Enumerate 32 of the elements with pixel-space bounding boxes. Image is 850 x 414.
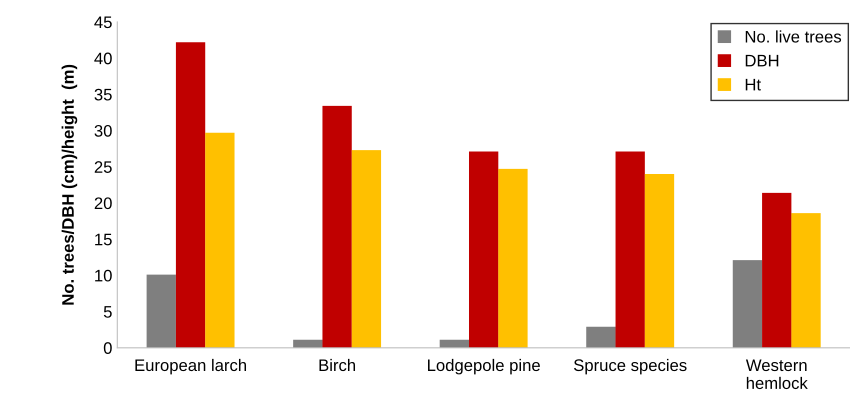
bar: [586, 326, 616, 348]
bar: [616, 152, 645, 348]
bar: [732, 260, 762, 348]
bar: [322, 106, 352, 348]
legend-label: No. live trees: [746, 30, 842, 43]
x-tick-label: Birch: [319, 358, 356, 372]
y-tick-label: 30: [94, 124, 112, 137]
legend-label: Ht: [746, 78, 761, 90]
y-tick-label: 25: [94, 161, 112, 173]
bar: [791, 213, 821, 348]
y-tick-label: 15: [95, 234, 112, 246]
y-axis-title: No. trees/DBH (cm)/height (m): [62, 64, 78, 305]
x-tick-label: Western hemlock: [746, 359, 808, 390]
bar: [205, 132, 235, 348]
bar: [146, 274, 176, 348]
y-tick-label: 20: [94, 197, 112, 210]
bar: [352, 150, 382, 348]
y-tick-label: 40: [94, 52, 112, 64]
legend-label: DBH: [746, 54, 778, 66]
y-tick-label: 45: [94, 16, 112, 28]
y-tick-label: 0: [104, 342, 112, 354]
bar: [762, 192, 792, 348]
bar: [498, 168, 528, 348]
y-tick-label: 35: [94, 88, 112, 101]
y-tick-label: 5: [104, 306, 112, 318]
bar: [644, 174, 674, 348]
x-tick-label: European larch: [135, 358, 246, 374]
bar: [468, 152, 498, 348]
bar: [176, 42, 206, 348]
y-tick-label: 10: [95, 270, 112, 282]
x-tick-label: Lodgepole pine: [428, 358, 540, 374]
x-tick-label: Spruce species: [574, 358, 687, 374]
